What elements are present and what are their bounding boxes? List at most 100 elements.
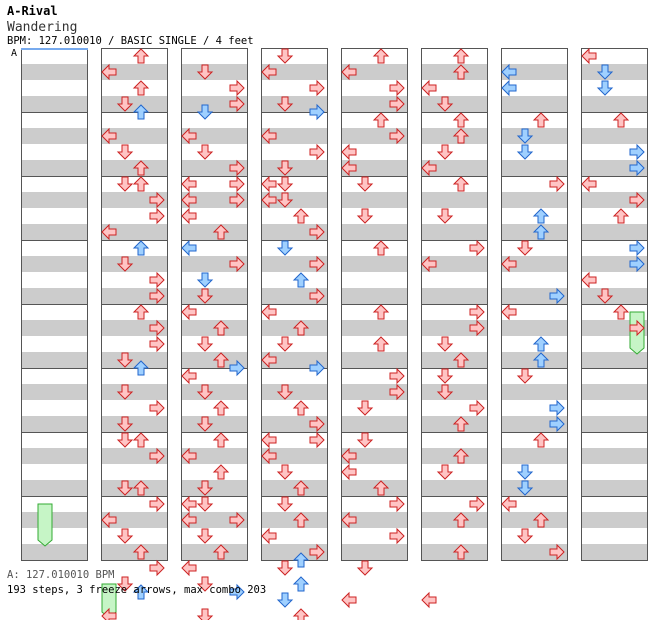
right-arrow-icon bbox=[549, 287, 565, 305]
beat-stripe bbox=[421, 480, 488, 496]
down-arrow-icon bbox=[116, 144, 134, 160]
beat-stripe bbox=[341, 416, 408, 432]
down-arrow-icon bbox=[436, 336, 454, 352]
beat-stripe bbox=[581, 64, 648, 80]
right-arrow-icon bbox=[629, 319, 645, 337]
right-arrow-icon bbox=[549, 543, 565, 561]
up-arrow-icon bbox=[612, 208, 630, 224]
page-title: A-Rival bbox=[7, 4, 58, 18]
up-arrow-icon bbox=[452, 128, 470, 144]
down-arrow-icon bbox=[436, 384, 454, 400]
right-arrow-icon bbox=[549, 399, 565, 417]
down-arrow-icon bbox=[276, 496, 294, 512]
beat-stripe bbox=[581, 512, 648, 528]
up-arrow-icon bbox=[532, 512, 550, 528]
beat-stripe bbox=[181, 480, 248, 496]
up-arrow-icon bbox=[132, 480, 150, 496]
bpm-marker-label: A bbox=[11, 48, 17, 59]
down-arrow-icon bbox=[596, 64, 614, 80]
beat-stripe bbox=[501, 384, 568, 400]
beat-stripe bbox=[341, 192, 408, 208]
left-arrow-icon bbox=[181, 367, 197, 385]
up-arrow-icon bbox=[292, 208, 310, 224]
beat-stripe bbox=[581, 224, 648, 240]
right-arrow-icon bbox=[149, 495, 165, 513]
right-arrow-icon bbox=[629, 255, 645, 273]
right-arrow-icon bbox=[309, 223, 325, 241]
down-arrow-icon bbox=[116, 384, 134, 400]
beat-stripe bbox=[261, 448, 328, 464]
right-arrow-icon bbox=[309, 415, 325, 433]
left-arrow-icon bbox=[101, 127, 117, 145]
down-arrow-icon bbox=[276, 176, 294, 192]
up-arrow-icon bbox=[372, 48, 390, 64]
column-border bbox=[421, 48, 488, 561]
left-arrow-icon bbox=[261, 127, 277, 145]
right-arrow-icon bbox=[229, 359, 245, 377]
up-arrow-icon bbox=[212, 544, 230, 560]
beat-stripe bbox=[581, 160, 648, 176]
beat-stripe bbox=[421, 96, 488, 112]
down-arrow-icon bbox=[196, 336, 214, 352]
right-arrow-icon bbox=[389, 383, 405, 401]
beat-stripe bbox=[421, 256, 488, 272]
up-arrow-icon bbox=[292, 400, 310, 416]
left-arrow-icon bbox=[501, 79, 517, 97]
down-arrow-icon bbox=[516, 144, 534, 160]
beat-stripe bbox=[341, 128, 408, 144]
beat-stripe bbox=[261, 224, 328, 240]
beat-stripe bbox=[21, 64, 88, 80]
right-arrow-icon bbox=[549, 415, 565, 433]
up-arrow-icon bbox=[132, 160, 150, 176]
down-arrow-icon bbox=[516, 464, 534, 480]
down-arrow-icon bbox=[596, 80, 614, 96]
left-arrow-icon bbox=[261, 447, 277, 465]
beat-stripe bbox=[341, 224, 408, 240]
down-arrow-icon bbox=[356, 400, 374, 416]
left-arrow-icon bbox=[421, 591, 437, 609]
right-arrow-icon bbox=[629, 239, 645, 257]
left-arrow-icon bbox=[101, 223, 117, 241]
bpm-summary: A: 127.010010 BPM bbox=[7, 569, 115, 581]
down-arrow-icon bbox=[516, 128, 534, 144]
right-arrow-icon bbox=[309, 143, 325, 161]
beat-stripe bbox=[341, 448, 408, 464]
down-arrow-icon bbox=[276, 192, 294, 208]
beat-stripe bbox=[261, 192, 328, 208]
up-arrow-icon bbox=[132, 432, 150, 448]
up-arrow-icon bbox=[452, 512, 470, 528]
beat-stripe bbox=[581, 192, 648, 208]
right-arrow-icon bbox=[149, 207, 165, 225]
right-arrow-icon bbox=[149, 447, 165, 465]
up-arrow-icon bbox=[132, 240, 150, 256]
left-arrow-icon bbox=[261, 303, 277, 321]
down-arrow-icon bbox=[196, 288, 214, 304]
up-arrow-icon bbox=[212, 320, 230, 336]
up-arrow-icon bbox=[532, 208, 550, 224]
beat-stripe bbox=[21, 224, 88, 240]
beat-stripe bbox=[21, 256, 88, 272]
up-arrow-icon bbox=[612, 304, 630, 320]
down-arrow-icon bbox=[596, 288, 614, 304]
left-arrow-icon bbox=[181, 447, 197, 465]
beat-stripe bbox=[21, 416, 88, 432]
up-arrow-icon bbox=[612, 112, 630, 128]
beat-stripe bbox=[101, 96, 168, 112]
right-arrow-icon bbox=[149, 271, 165, 289]
right-arrow-icon bbox=[229, 583, 245, 601]
up-arrow-icon bbox=[292, 608, 310, 620]
left-arrow-icon bbox=[101, 63, 117, 81]
down-arrow-icon bbox=[116, 256, 134, 272]
up-arrow-icon bbox=[212, 352, 230, 368]
up-arrow-icon bbox=[132, 176, 150, 192]
left-arrow-icon bbox=[421, 79, 437, 97]
beat-stripe bbox=[581, 256, 648, 272]
up-arrow-icon bbox=[132, 104, 150, 120]
up-arrow-icon bbox=[452, 352, 470, 368]
left-arrow-icon bbox=[261, 527, 277, 545]
down-arrow-icon bbox=[196, 528, 214, 544]
down-arrow-icon bbox=[276, 160, 294, 176]
beat-stripe bbox=[181, 448, 248, 464]
down-arrow-icon bbox=[276, 592, 294, 608]
up-arrow-icon bbox=[532, 224, 550, 240]
